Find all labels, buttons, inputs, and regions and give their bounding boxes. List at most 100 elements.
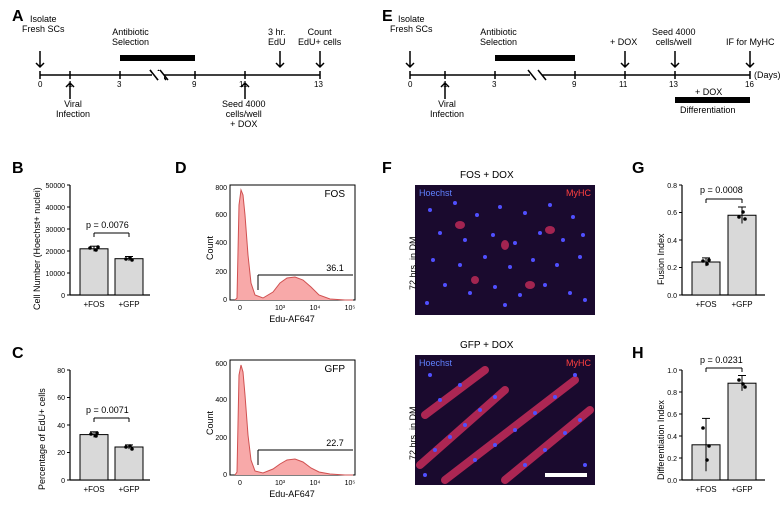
svg-text:0.8: 0.8 [667, 390, 677, 397]
timelineA-isolate: Isolate Fresh SCs [22, 15, 65, 35]
svg-text:600: 600 [215, 361, 227, 368]
tickE-6: 16 [745, 80, 754, 89]
svg-text:+GFP: +GFP [118, 300, 139, 309]
svg-text:40000: 40000 [46, 205, 66, 212]
svg-text:GFP: GFP [324, 364, 345, 375]
svg-text:800: 800 [215, 185, 227, 192]
svg-text:10⁵: 10⁵ [345, 480, 356, 487]
panel-label-B: B [12, 160, 24, 178]
svg-text:0: 0 [61, 293, 65, 300]
tickA-5: 13 [314, 80, 323, 89]
panelF-side-gfp: 72 hrs. in DM [408, 406, 418, 460]
svg-text:+GFP: +GFP [731, 485, 752, 494]
tickA-1: 1 [68, 80, 72, 89]
svg-text:Edu-AF647: Edu-AF647 [269, 489, 315, 499]
panelF-gfp-title: GFP + DOX [460, 340, 513, 351]
svg-text:+GFP: +GFP [118, 485, 139, 494]
chart-C: 0 20 40 60 80 +FOS +GFP [30, 360, 160, 510]
svg-text:50000: 50000 [46, 183, 66, 190]
tickA-3: 9 [192, 80, 196, 89]
panelF-fos-title: FOS + DOX [460, 170, 514, 181]
timelineE-doxbar: + DOX [695, 88, 722, 98]
svg-text:10⁴: 10⁴ [310, 480, 321, 487]
tickE-2: 3 [492, 80, 496, 89]
svg-text:Edu-AF647: Edu-AF647 [269, 314, 315, 324]
chartD-gfp-ylabel: Count [205, 411, 215, 435]
svg-text:0.0: 0.0 [667, 293, 677, 300]
chart-D-GFP: 22.7 0 200 400 600 0 10³ 10⁴ 10⁵ Edu-AF6… [195, 350, 365, 510]
chartB-pvalue: p = 0.0076 [86, 220, 129, 230]
chartD-fos-ylabel: Count [205, 236, 215, 260]
timeline-E [400, 15, 770, 145]
timelineE-days: (Days) [754, 71, 780, 81]
timelineA-edu: 3 hr. EdU [268, 28, 286, 48]
svg-text:200: 200 [215, 269, 227, 276]
timelineE-diff: Differentiation [680, 106, 735, 116]
svg-text:20: 20 [57, 450, 65, 457]
svg-text:1.0: 1.0 [667, 368, 677, 375]
timelineA-seed: Seed 4000 cells/well + DOX [222, 100, 266, 130]
svg-text:0.2: 0.2 [667, 456, 677, 463]
timeline-A [30, 15, 340, 145]
svg-text:200: 200 [215, 435, 227, 442]
timelineE-dox: + DOX [610, 38, 637, 48]
svg-text:22.7: 22.7 [326, 438, 344, 448]
tickA-0: 0 [38, 80, 42, 89]
timelineA-antibiotic: Antibiotic Selection [112, 28, 149, 48]
svg-text:10000: 10000 [46, 271, 66, 278]
svg-text:80: 80 [57, 368, 65, 375]
tickE-3: 9 [572, 80, 576, 89]
svg-text:0: 0 [238, 305, 242, 312]
svg-text:0.4: 0.4 [667, 238, 677, 245]
panel-label-C: C [12, 345, 24, 363]
svg-text:20000: 20000 [46, 249, 66, 256]
svg-text:0: 0 [223, 297, 227, 304]
chart-D-FOS: 36.1 0 200 400 600 800 0 10³ 10⁴ 10⁵ Edu… [195, 175, 365, 335]
tickA-4: 11 [239, 80, 247, 89]
svg-text:0: 0 [61, 478, 65, 485]
chartG-pvalue: p = 0.0008 [700, 185, 743, 195]
svg-text:400: 400 [215, 240, 227, 247]
svg-text:600: 600 [215, 212, 227, 219]
svg-text:+GFP: +GFP [731, 300, 752, 309]
svg-text:0.2: 0.2 [667, 265, 677, 272]
svg-text:FOS: FOS [324, 189, 345, 200]
svg-text:0.8: 0.8 [667, 183, 677, 190]
svg-text:10⁵: 10⁵ [345, 305, 356, 312]
tickE-0: 0 [408, 80, 412, 89]
panel-label-D: D [175, 160, 187, 178]
svg-text:36.1: 36.1 [326, 263, 344, 273]
svg-text:0.4: 0.4 [667, 434, 677, 441]
timelineE-if: IF for MyHC [726, 38, 775, 48]
svg-text:60: 60 [57, 395, 65, 402]
micrograph-fos: Hoechst MyHC [415, 185, 595, 315]
timelineE-isolate: Isolate Fresh SCs [390, 15, 433, 35]
svg-text:40: 40 [57, 423, 65, 430]
svg-text:0: 0 [238, 480, 242, 487]
timelineE-seed: Seed 4000 cells/well [652, 28, 696, 48]
chartC-pvalue: p = 0.0071 [86, 405, 129, 415]
timelineE-viral: Viral Infection [430, 100, 464, 120]
panelF-side-fos: 72 hrs. in DM [408, 236, 418, 290]
svg-text:0.6: 0.6 [667, 412, 677, 419]
timelineA-viral: Viral Infection [56, 100, 90, 120]
svg-text:0: 0 [223, 472, 227, 479]
tickE-5: 13 [669, 80, 678, 89]
timelineE-antibiotic: Antibiotic Selection [480, 28, 517, 48]
chart-G: 0.0 0.2 0.4 0.6 0.8 +FOS +GFP [650, 175, 775, 325]
chartH-pvalue: p = 0.0231 [700, 355, 743, 365]
svg-text:400: 400 [215, 397, 227, 404]
svg-text:10³: 10³ [275, 305, 286, 312]
svg-text:30000: 30000 [46, 227, 66, 234]
panel-label-F: F [382, 160, 392, 178]
svg-text:+FOS: +FOS [83, 485, 104, 494]
micrograph-gfp: Hoechst MyHC [415, 355, 595, 485]
chartB-ylabel: Cell Number (Hoechst+ nuclei) [32, 187, 42, 310]
chartC-ylabel: Percentage of EdU+ cells [37, 388, 47, 490]
panel-label-G: G [632, 160, 644, 178]
svg-text:10³: 10³ [275, 480, 286, 487]
svg-text:10⁴: 10⁴ [310, 305, 321, 312]
svg-text:+FOS: +FOS [695, 300, 716, 309]
chart-B: 0 10000 20000 30000 40000 50000 +FOS +GF… [30, 175, 160, 325]
svg-text:0.0: 0.0 [667, 478, 677, 485]
